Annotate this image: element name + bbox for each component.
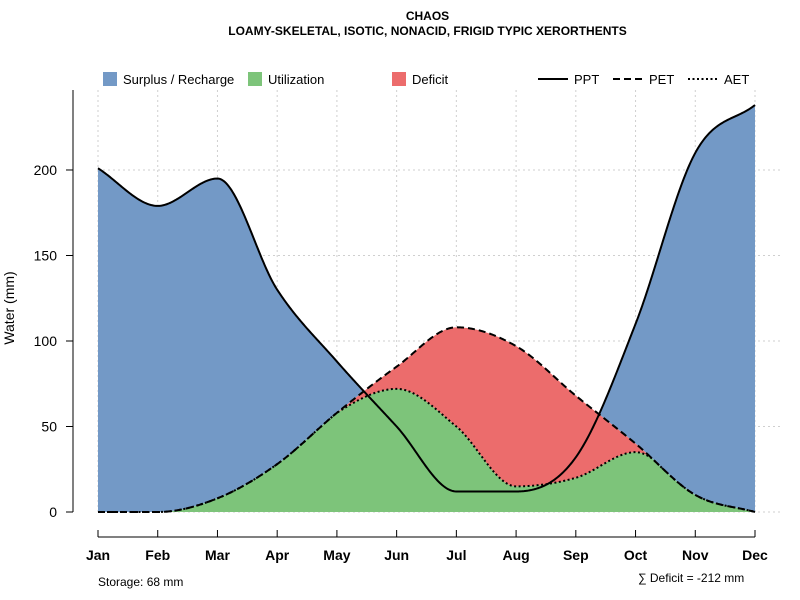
legend-label: Surplus / Recharge — [123, 72, 234, 87]
deficit-note: ∑ Deficit = -212 mm — [638, 571, 745, 585]
storage-note: Storage: 68 mm — [98, 575, 184, 589]
x-tick-label: Oct — [624, 547, 648, 563]
x-tick-label: Apr — [265, 547, 290, 563]
legend-label: PET — [649, 72, 674, 87]
surplus-area — [98, 105, 755, 512]
legend-label: Deficit — [412, 72, 449, 87]
x-tick-label: Sep — [563, 547, 589, 563]
legend-swatch — [103, 72, 117, 86]
legend-swatch — [248, 72, 262, 86]
legend: Surplus / Recharge Utilization Deficit PPT P… — [103, 72, 749, 87]
x-tick-label: Jun — [384, 547, 409, 563]
area-fills — [98, 105, 755, 512]
axes: 0 50 100 150 200 Jan Feb Mar Apr May Jun Jul Aug Sep O… — [34, 90, 768, 563]
chart-subtitle: LOAMY-SKELETAL, ISOTIC, NONACID, FRIGID … — [228, 24, 627, 38]
series-line-ppt — [97, 104, 756, 493]
deficit-area — [98, 327, 755, 512]
x-tick-label: Jul — [446, 547, 466, 563]
y-tick-label: 100 — [34, 333, 58, 349]
x-tick-label: Nov — [682, 547, 709, 563]
series-line-pet — [98, 326, 756, 513]
x-tick-label: May — [323, 547, 350, 563]
chart-title: CHAOS — [405, 9, 450, 23]
legend-label: PPT — [574, 72, 599, 87]
x-tick-label: Mar — [205, 547, 230, 563]
legend-label: AET — [724, 72, 749, 87]
x-tick-label: Aug — [502, 547, 529, 563]
x-tick-label: Jan — [86, 547, 110, 563]
legend-swatch — [392, 72, 406, 86]
y-tick-label: 150 — [34, 247, 58, 263]
x-tick-label: Dec — [742, 547, 768, 563]
y-tick-label: 0 — [49, 504, 57, 520]
y-tick-label: 50 — [41, 418, 57, 434]
y-axis-label: Water (mm) — [1, 271, 17, 344]
x-tick-label: Feb — [145, 547, 170, 563]
utilization-area — [98, 388, 755, 512]
legend-label: Utilization — [268, 72, 324, 87]
y-tick-label: 200 — [34, 162, 58, 178]
series-lines — [97, 104, 756, 513]
